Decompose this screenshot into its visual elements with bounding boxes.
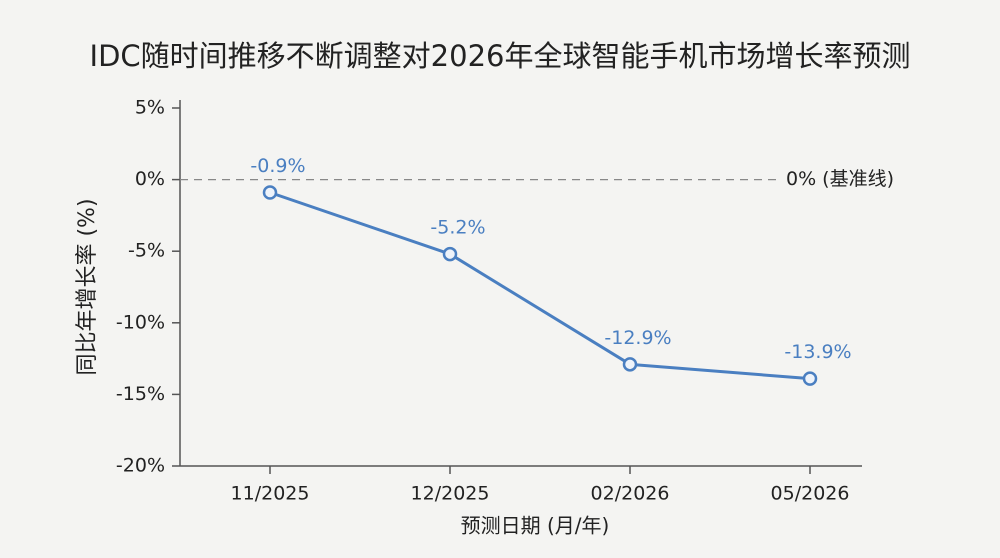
data-line xyxy=(269,191,811,381)
reference-label: 0% (基准线) xyxy=(786,168,894,190)
y-tick-label: 0% xyxy=(135,168,165,190)
y-tick-label: -5% xyxy=(128,240,165,262)
y-tick-label: 5% xyxy=(135,97,165,119)
y-axis-label: 同比年增长率 (%) xyxy=(75,198,100,375)
data-point xyxy=(802,371,818,386)
data-point xyxy=(622,357,638,372)
data-point xyxy=(442,246,458,262)
x-tick-label: 11/2025 xyxy=(231,483,310,505)
data-label: -5.2% xyxy=(430,217,485,239)
y-tick-label: -20% xyxy=(116,455,165,477)
y-tick-label: -15% xyxy=(116,383,165,405)
chart-title: IDC随时间推移不断调整对2026年全球智能手机市场增长率预测 xyxy=(90,39,911,73)
data-label: -13.9% xyxy=(784,341,851,363)
data-point xyxy=(262,185,278,200)
x-tick-label: 12/2025 xyxy=(411,483,490,505)
x-tick-label: 02/2026 xyxy=(591,483,670,505)
x-tick-label: 05/2026 xyxy=(771,483,850,505)
data-label: -0.9% xyxy=(250,155,305,177)
x-axis-label: 预测日期 (月/年) xyxy=(461,514,610,538)
y-tick-label: -10% xyxy=(116,311,165,333)
data-label: -12.9% xyxy=(604,327,671,349)
